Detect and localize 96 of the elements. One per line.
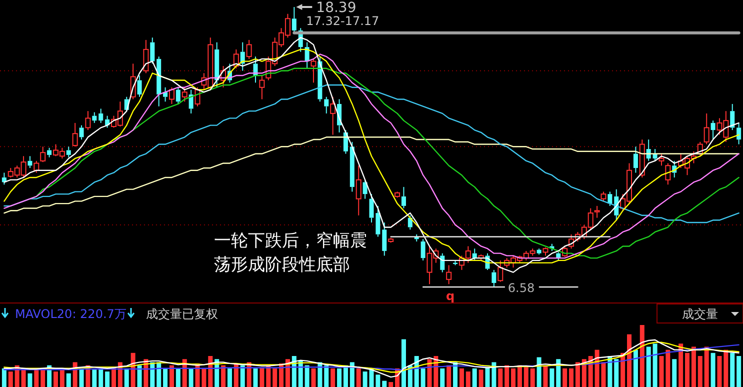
bar (685, 352, 690, 387)
bar (556, 359, 561, 387)
bar (710, 352, 716, 387)
bar (633, 350, 638, 387)
annotation: 18.39 (316, 0, 356, 16)
bar (666, 350, 670, 387)
bar (704, 346, 709, 387)
candlestick (356, 165, 362, 216)
candlestick (730, 103, 735, 131)
bar (253, 368, 258, 387)
bar (40, 370, 46, 387)
bar (678, 344, 684, 387)
bar (569, 368, 574, 387)
bar (646, 346, 651, 387)
bar (304, 365, 310, 387)
bar (260, 367, 264, 387)
bar (105, 372, 110, 387)
bar (272, 368, 278, 387)
bar (382, 380, 387, 387)
bar (311, 368, 316, 387)
bar (698, 356, 702, 387)
candlestick (28, 156, 32, 168)
bar (66, 373, 71, 387)
bar (530, 368, 535, 387)
bar (324, 365, 329, 387)
bar (124, 368, 129, 387)
bar (652, 344, 658, 387)
bar (2, 368, 6, 387)
bar (137, 365, 142, 387)
bar (92, 370, 97, 387)
candlestick (156, 56, 162, 107)
bar (492, 362, 496, 387)
bar (736, 356, 742, 387)
bar (724, 350, 728, 387)
bar (163, 368, 168, 387)
bar (34, 368, 39, 387)
bar (562, 368, 568, 387)
bar (420, 368, 426, 387)
bar (28, 373, 32, 387)
bar (640, 325, 644, 387)
bar (517, 365, 522, 387)
bar (498, 368, 503, 387)
bar (575, 362, 580, 387)
bar (691, 346, 696, 387)
candlestick (98, 108, 104, 124)
text: 成交量 (682, 307, 718, 321)
bar (21, 368, 26, 387)
bar (627, 334, 632, 387)
bar (60, 368, 64, 387)
text: q (446, 289, 455, 303)
candlestick (420, 238, 426, 261)
candlestick (137, 75, 142, 98)
candlestick (401, 186, 406, 209)
bar (478, 370, 484, 387)
bar (176, 368, 180, 387)
candlestick (633, 146, 638, 174)
bar (536, 357, 542, 387)
bar (717, 356, 722, 387)
bar (388, 382, 394, 387)
bar (240, 365, 245, 387)
bar (356, 368, 361, 387)
bar (459, 368, 464, 387)
candlestick (710, 120, 716, 140)
bar (130, 352, 136, 387)
candlestick (66, 146, 71, 158)
bar (550, 368, 554, 387)
bar (504, 365, 510, 387)
bar (188, 368, 194, 387)
bar (472, 368, 477, 387)
bar (221, 365, 226, 387)
annotation: 一轮下跌后，窄幅震荡形成阶段性底部 (214, 231, 367, 275)
bar (79, 368, 84, 387)
bar (350, 362, 354, 387)
annotation: 17.32-17.17 (306, 14, 380, 28)
bar (337, 368, 342, 387)
bar (672, 359, 677, 387)
bar (440, 368, 445, 387)
text: MAVOL20: 220.7万 (15, 307, 126, 321)
bar (8, 372, 13, 387)
bar (466, 372, 470, 387)
text: 成交量已复权 (146, 307, 218, 321)
candlestick (92, 112, 97, 124)
bar (182, 359, 187, 387)
bar (446, 365, 452, 387)
bar (524, 367, 528, 387)
bar (614, 359, 619, 387)
bar (227, 368, 232, 387)
bar (98, 368, 104, 387)
bar (330, 368, 336, 387)
bar (659, 356, 664, 387)
bar (730, 352, 735, 387)
bar (53, 372, 58, 387)
bar (543, 365, 548, 387)
bar (401, 339, 406, 387)
bar (511, 368, 516, 387)
bar (169, 365, 174, 387)
